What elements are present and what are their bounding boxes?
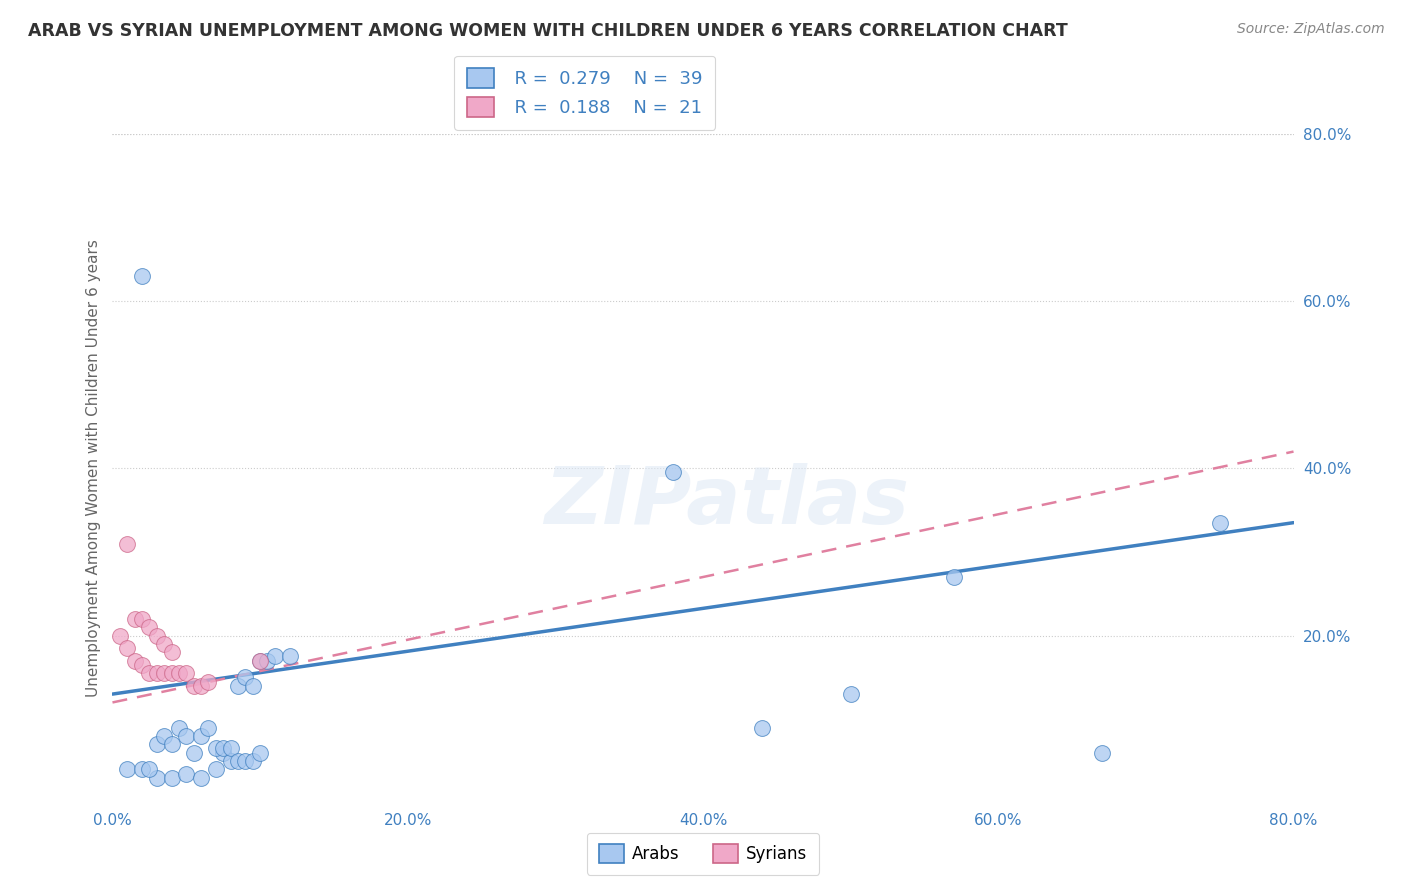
Point: [146, 771, 169, 785]
Point: [183, 679, 205, 693]
Point: [160, 645, 183, 659]
Point: [131, 612, 153, 626]
Point: [138, 666, 160, 681]
Point: [942, 570, 965, 584]
Point: [146, 666, 169, 681]
Point: [153, 729, 176, 743]
Point: [219, 741, 242, 756]
Point: [278, 649, 301, 664]
Text: Source: ZipAtlas.com: Source: ZipAtlas.com: [1237, 22, 1385, 37]
Point: [233, 670, 256, 684]
Point: [117, 641, 138, 656]
Point: [160, 771, 183, 785]
Point: [183, 746, 205, 760]
Point: [108, 628, 131, 642]
Legend: Arabs, Syrians: Arabs, Syrians: [586, 833, 820, 875]
Y-axis label: Unemployment Among Women with Children Under 6 years: Unemployment Among Women with Children U…: [86, 239, 101, 698]
Point: [226, 679, 249, 693]
Point: [153, 666, 176, 681]
Point: [1091, 746, 1114, 760]
Point: [1208, 516, 1232, 530]
Point: [146, 628, 169, 642]
Text: ZIPatlas: ZIPatlas: [544, 463, 910, 541]
Point: [839, 687, 862, 701]
Point: [190, 729, 212, 743]
Point: [212, 746, 235, 760]
Point: [153, 637, 176, 651]
Point: [138, 762, 160, 776]
Point: [219, 754, 242, 768]
Point: [264, 649, 287, 664]
Point: [242, 679, 264, 693]
Point: [167, 721, 190, 735]
Point: [160, 666, 183, 681]
Point: [197, 674, 219, 689]
Point: [174, 729, 197, 743]
Point: [190, 771, 212, 785]
Point: [197, 721, 219, 735]
Point: [124, 612, 146, 626]
Point: [117, 536, 138, 550]
Point: [138, 620, 160, 634]
Point: [160, 737, 183, 751]
Point: [662, 466, 685, 480]
Point: [190, 679, 212, 693]
Point: [233, 754, 256, 768]
Point: [131, 657, 153, 672]
Point: [751, 721, 773, 735]
Point: [146, 737, 169, 751]
Point: [249, 654, 271, 668]
Point: [117, 762, 138, 776]
Point: [174, 766, 197, 780]
Point: [124, 654, 146, 668]
Point: [212, 741, 235, 756]
Point: [249, 654, 271, 668]
Point: [226, 754, 249, 768]
Point: [131, 268, 153, 283]
Point: [131, 762, 153, 776]
Point: [256, 654, 278, 668]
Point: [174, 666, 197, 681]
Text: ARAB VS SYRIAN UNEMPLOYMENT AMONG WOMEN WITH CHILDREN UNDER 6 YEARS CORRELATION : ARAB VS SYRIAN UNEMPLOYMENT AMONG WOMEN …: [28, 22, 1069, 40]
Point: [205, 762, 228, 776]
Point: [242, 754, 264, 768]
Point: [249, 746, 271, 760]
Point: [167, 666, 190, 681]
Point: [205, 741, 228, 756]
